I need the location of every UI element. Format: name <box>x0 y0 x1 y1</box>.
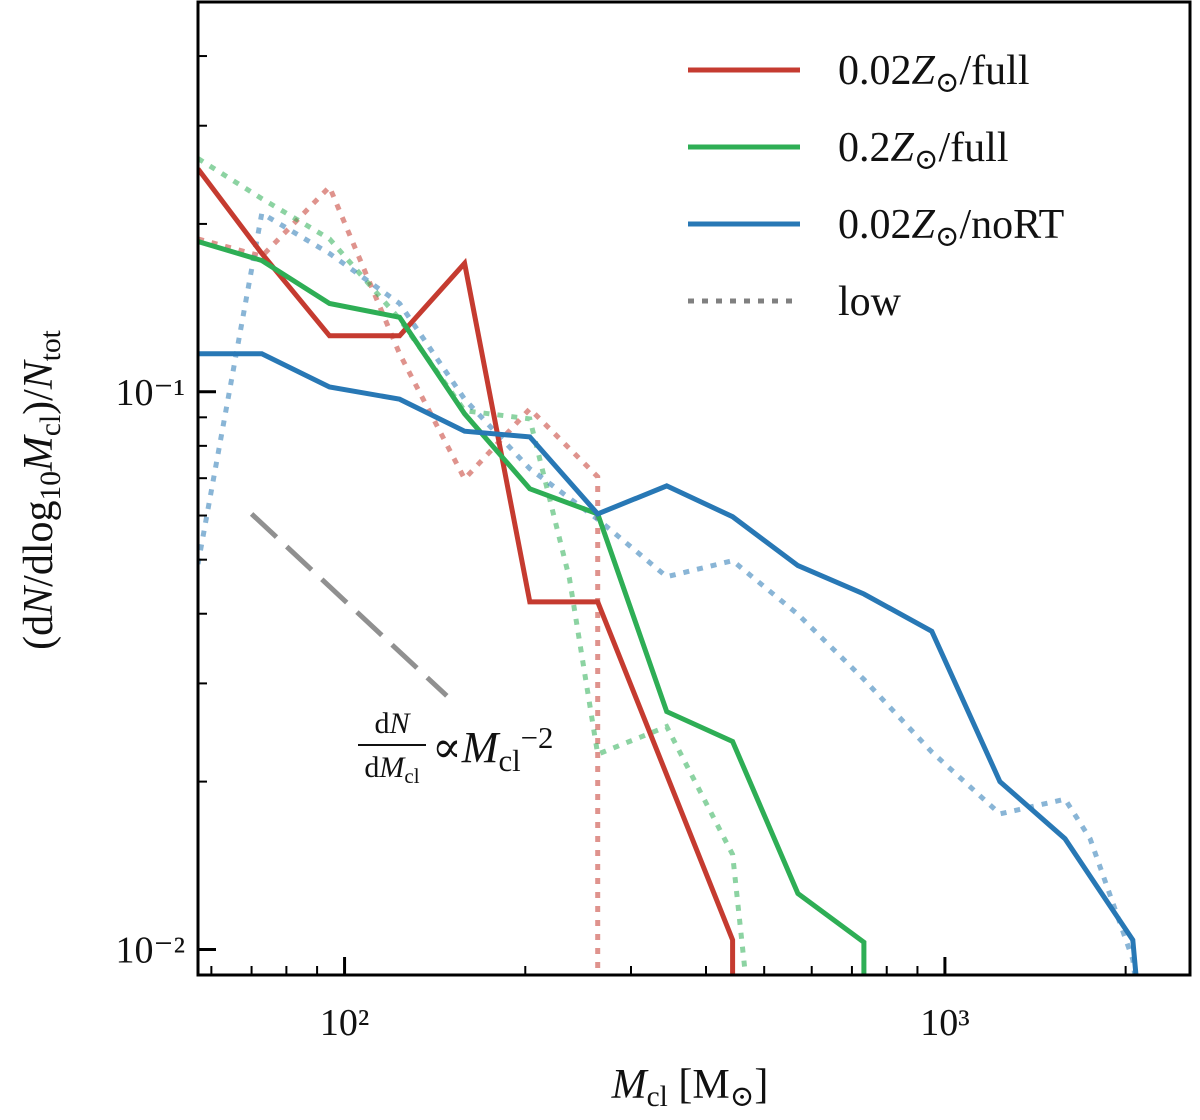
legend-label-part: ⊙ <box>935 67 960 99</box>
legend-label-part: /full <box>939 125 1009 171</box>
annotation-numerator: dN <box>374 707 411 740</box>
annotation-part: cl <box>498 744 520 778</box>
annotation-part: −2 <box>521 721 554 755</box>
x-axis-label-part: ] <box>754 1062 768 1108</box>
annotation-part: ∝ <box>432 723 462 772</box>
reference-line <box>249 512 449 698</box>
x-axis-label-part: ⊙ <box>730 1081 755 1113</box>
y-axis-label-part: 10 <box>35 471 67 500</box>
x-axis-label: Mcl [M⊙] <box>611 1062 769 1113</box>
annotation-part: M <box>461 723 501 772</box>
legend-label-part: ⊙ <box>935 221 960 253</box>
annotation-denominator: dMcl <box>364 751 419 788</box>
line <box>198 239 867 975</box>
annotation-part: d <box>364 751 379 784</box>
y-axis-label-part: N <box>16 359 62 390</box>
legend-label-part: /full <box>960 48 1030 94</box>
line <box>198 351 1139 975</box>
y-axis-label-part: tot <box>35 330 67 361</box>
dotted-line <box>198 156 748 975</box>
legend-label-part: Z <box>891 125 915 171</box>
line <box>198 167 736 975</box>
x-tick-label: 10³ <box>920 1002 969 1044</box>
y-axis-label-part: cl <box>35 415 67 436</box>
x-axis-label-part: M <box>611 1062 649 1108</box>
y-axis-label-part: M <box>16 434 62 472</box>
annotation-part: M <box>378 751 406 784</box>
plot-area <box>198 156 1139 975</box>
annotation-part: N <box>388 707 411 740</box>
y-axis-label-part: )/ <box>16 389 62 415</box>
y-axis-label-part: N <box>16 585 62 616</box>
legend-label-part: /noRT <box>960 202 1065 248</box>
legend-label-part: Z <box>912 202 936 248</box>
dotted-line <box>198 182 601 975</box>
legend-label-part: Z <box>912 48 936 94</box>
legend-label: 0.02Z⊙/full <box>838 48 1030 99</box>
y-tick-label: 10⁻² <box>116 929 185 971</box>
legend-label-part: ⊙ <box>914 144 939 176</box>
y-axis-label: (dN/dlog10Mcl)/Ntot <box>16 330 67 650</box>
legend-label-part: 0.2 <box>838 125 891 171</box>
x-axis-label-part: cl <box>647 1081 668 1113</box>
annotation-part: d <box>374 707 389 740</box>
x-axis-label-part: [M <box>668 1062 730 1108</box>
y-axis-label-part: /dlog <box>16 500 62 586</box>
axes-frame <box>196 0 1192 977</box>
legend-label-part: 0.02 <box>838 202 912 248</box>
annotation-part: cl <box>404 764 419 788</box>
legend-label-part: 0.02 <box>838 48 912 94</box>
x-tick-label: 10² <box>320 1002 369 1044</box>
legend-label: low <box>838 279 902 325</box>
annotation-rhs: ∝Mcl−2 <box>432 721 553 778</box>
y-axis-label-part: (d <box>16 615 62 650</box>
dotted-line <box>198 209 1138 975</box>
legend-label: 0.02Z⊙/noRT <box>838 202 1064 253</box>
legend-label-part: low <box>838 279 902 325</box>
y-tick-label: 10⁻¹ <box>116 372 185 414</box>
legend-label: 0.2Z⊙/full <box>838 125 1009 176</box>
